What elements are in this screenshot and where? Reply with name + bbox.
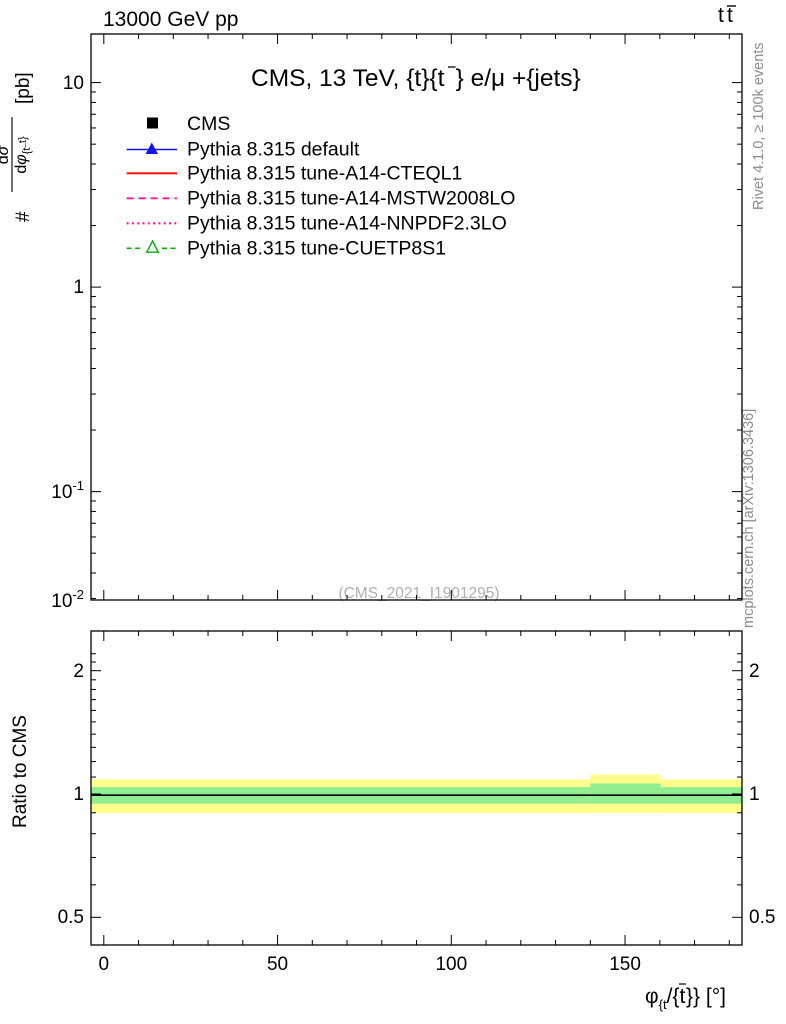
svg-text:1: 1	[73, 784, 84, 805]
svg-text:2: 2	[73, 661, 84, 682]
svg-text:CMS, 13 TeV, {t}{t: CMS, 13 TeV, {t}{t	[251, 65, 445, 92]
svg-text:[pb]: [pb]	[13, 72, 34, 104]
svg-text:2: 2	[749, 661, 760, 682]
svg-text:Pythia 8.315 tune-A14-NNPDF2.3: Pythia 8.315 tune-A14-NNPDF2.3LO	[187, 212, 507, 234]
svg-text:13000 GeV pp: 13000 GeV pp	[103, 8, 238, 31]
svg-text:150: 150	[609, 954, 641, 975]
svg-text:mcplots.cern.ch [arXiv:1306.34: mcplots.cern.ch [arXiv:1306.3436]	[741, 409, 757, 628]
svg-text:Pythia 8.315 tune-A14-CTEQL1: Pythia 8.315 tune-A14-CTEQL1	[187, 162, 462, 184]
svg-text:dσ: dσ	[0, 144, 12, 164]
svg-text:Rivet 4.1.0, ≥ 100k events: Rivet 4.1.0, ≥ 100k events	[751, 42, 767, 210]
svg-text:Pythia 8.315 default: Pythia 8.315 default	[187, 139, 360, 161]
svg-text:10: 10	[63, 73, 84, 94]
svg-text:100: 100	[435, 954, 467, 975]
svg-text:#: #	[13, 211, 34, 222]
svg-text:0: 0	[99, 954, 110, 975]
svg-text:Pythia 8.315 tune-CUETP8S1: Pythia 8.315 tune-CUETP8S1	[187, 237, 446, 259]
svg-text:}} [°]: }} [°]	[686, 985, 726, 1008]
svg-text:0.5: 0.5	[749, 907, 775, 928]
svg-text:Pythia 8.315 tune-A14-MSTW2008: Pythia 8.315 tune-A14-MSTW2008LO	[187, 187, 515, 209]
svg-text:Ratio to CMS: Ratio to CMS	[10, 715, 31, 828]
svg-text:50: 50	[267, 954, 288, 975]
svg-text:t: t	[727, 4, 733, 27]
svg-text:0.5: 0.5	[58, 907, 84, 928]
svg-text:CMS: CMS	[187, 113, 230, 135]
svg-text:1: 1	[73, 277, 84, 298]
svg-text:1: 1	[749, 784, 760, 805]
svg-text:t: t	[718, 4, 724, 27]
svg-text:} e/μ +{jets}: } e/μ +{jets}	[456, 65, 581, 92]
